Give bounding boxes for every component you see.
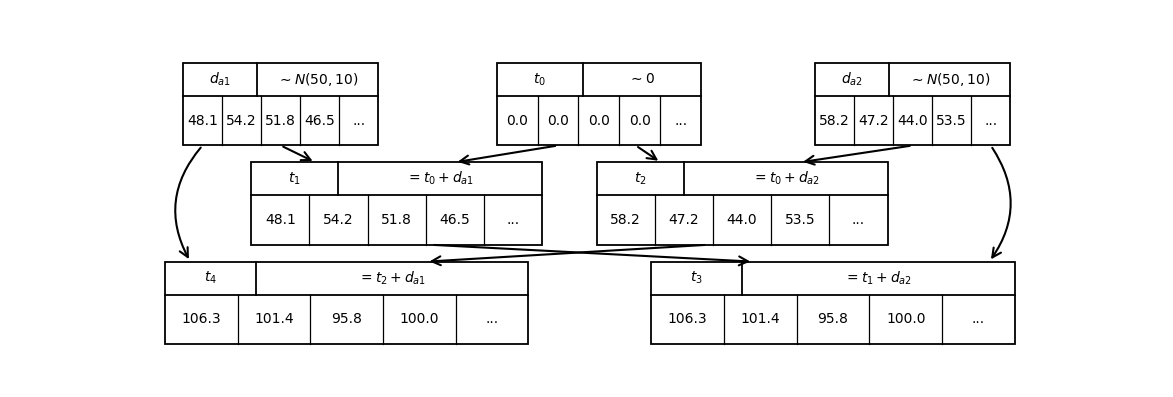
- Text: $=t_{0}+d_{a1}$: $=t_{0}+d_{a1}$: [406, 170, 474, 187]
- Text: $t_{4}$: $t_{4}$: [204, 270, 217, 286]
- Text: 47.2: 47.2: [859, 114, 889, 128]
- Text: 47.2: 47.2: [669, 213, 699, 227]
- Text: ...: ...: [984, 114, 997, 128]
- Text: 46.5: 46.5: [440, 213, 470, 227]
- Text: 51.8: 51.8: [265, 114, 296, 128]
- Text: ...: ...: [486, 312, 499, 326]
- Text: $\sim N(50,10)$: $\sim N(50,10)$: [277, 71, 359, 88]
- Text: 106.3: 106.3: [667, 312, 707, 326]
- Text: 0.0: 0.0: [629, 114, 651, 128]
- Text: ...: ...: [972, 312, 985, 326]
- Text: $t_{0}$: $t_{0}$: [533, 71, 547, 88]
- Text: 0.0: 0.0: [506, 114, 528, 128]
- Text: 51.8: 51.8: [381, 213, 412, 227]
- Text: $t_{3}$: $t_{3}$: [690, 270, 703, 286]
- Text: $t_{2}$: $t_{2}$: [633, 171, 646, 187]
- Text: 58.2: 58.2: [610, 213, 642, 227]
- Text: 100.0: 100.0: [886, 312, 925, 326]
- Bar: [815, 63, 1010, 145]
- Text: 95.8: 95.8: [331, 312, 362, 326]
- Text: 46.5: 46.5: [305, 114, 335, 128]
- Text: $d_{a2}$: $d_{a2}$: [841, 71, 863, 88]
- Text: $=t_{1}+d_{a2}$: $=t_{1}+d_{a2}$: [845, 270, 913, 287]
- Text: 101.4: 101.4: [255, 312, 293, 326]
- Text: 100.0: 100.0: [400, 312, 439, 326]
- Bar: [183, 63, 379, 145]
- Text: 0.0: 0.0: [588, 114, 610, 128]
- Text: 53.5: 53.5: [785, 213, 815, 227]
- Bar: [496, 63, 701, 145]
- Text: $t_{1}$: $t_{1}$: [289, 171, 301, 187]
- Text: 95.8: 95.8: [818, 312, 848, 326]
- Text: 0.0: 0.0: [547, 114, 569, 128]
- Text: $\sim N(50,10)$: $\sim N(50,10)$: [909, 71, 990, 88]
- Text: 48.1: 48.1: [265, 213, 296, 227]
- Text: ...: ...: [852, 213, 865, 227]
- Text: 54.2: 54.2: [323, 213, 354, 227]
- Bar: [164, 262, 528, 344]
- Text: ...: ...: [674, 114, 687, 128]
- Text: ...: ...: [352, 114, 366, 128]
- Text: $=t_{0}+d_{a2}$: $=t_{0}+d_{a2}$: [752, 170, 820, 187]
- Bar: [251, 162, 542, 245]
- Text: 106.3: 106.3: [182, 312, 221, 326]
- Text: 101.4: 101.4: [740, 312, 780, 326]
- Text: 44.0: 44.0: [897, 114, 928, 128]
- Text: ...: ...: [507, 213, 520, 227]
- Text: $=t_{2}+d_{a1}$: $=t_{2}+d_{a1}$: [358, 270, 426, 287]
- Bar: [597, 162, 888, 245]
- Text: 54.2: 54.2: [226, 114, 257, 128]
- Text: 48.1: 48.1: [188, 114, 218, 128]
- Bar: [651, 262, 1015, 344]
- Text: $\sim 0$: $\sim 0$: [629, 72, 656, 87]
- Text: 58.2: 58.2: [819, 114, 849, 128]
- Text: 53.5: 53.5: [936, 114, 967, 128]
- Text: $d_{a1}$: $d_{a1}$: [209, 71, 231, 88]
- Text: 44.0: 44.0: [727, 213, 758, 227]
